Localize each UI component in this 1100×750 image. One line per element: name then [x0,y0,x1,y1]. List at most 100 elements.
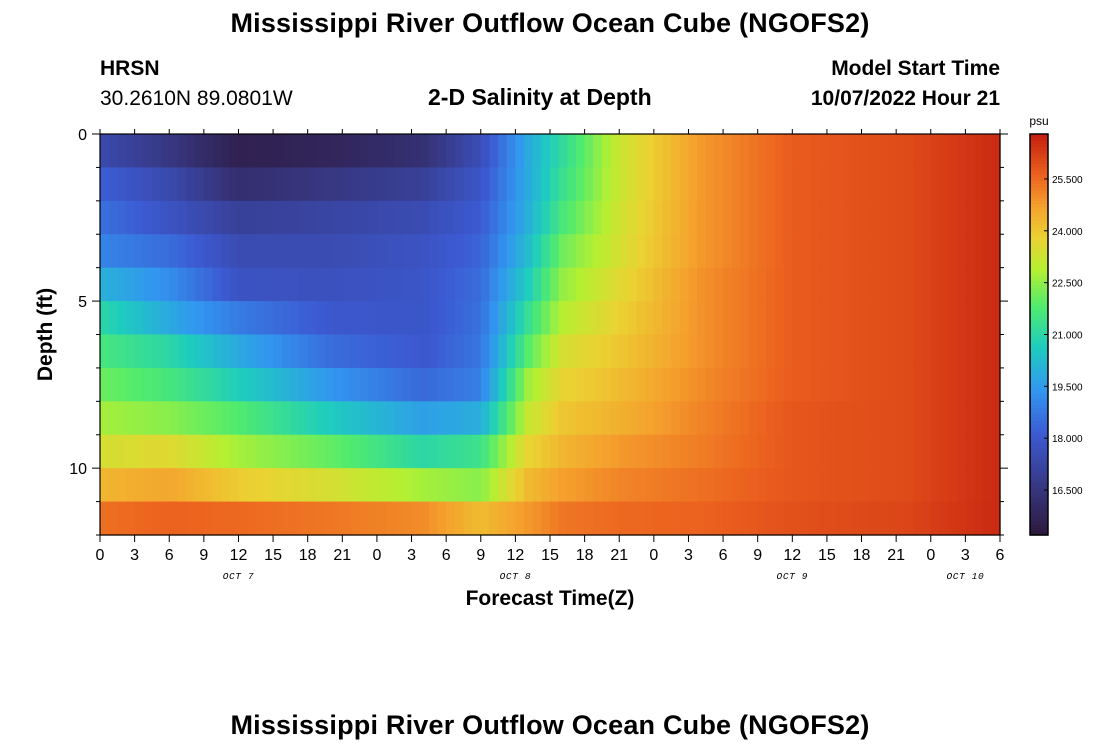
heatmap-cell [177,334,188,369]
heatmap-cell [844,468,854,503]
heatmap-cell [818,301,828,336]
heatmap-cell [472,267,482,302]
heatmap-cell [134,367,144,402]
heatmap-cell [896,468,906,503]
heatmap-cell [428,200,439,235]
heatmap-cell [524,367,534,402]
heatmap-cell [800,501,811,536]
heatmap-cell [472,501,482,536]
heatmap-cell [290,434,300,469]
heatmap-cell [134,200,144,235]
heatmap-cell [463,468,473,503]
colorbar-segment [1030,277,1048,282]
heatmap-cell [766,167,776,202]
heatmap-cell [930,468,941,503]
heatmap-cell [826,267,837,302]
heatmap-cell [991,367,1001,402]
heatmap-cell [463,200,473,235]
heatmap-cell [402,334,413,369]
heatmap-cell [826,334,837,369]
heatmap-cell [376,401,387,436]
heatmap-cell [307,267,317,302]
heatmap-cell [411,267,421,302]
colorbar-segment [1030,311,1048,316]
heatmap-cell [731,301,741,336]
heatmap-cell [402,468,413,503]
heatmap-cell [402,301,413,336]
heatmap-cell [402,501,413,536]
heatmap-cell [800,434,811,469]
heatmap-cell [852,234,863,269]
heatmap-cell [627,267,638,302]
heatmap-cell [186,167,196,202]
heatmap-cell [532,134,542,169]
heatmap-cell [316,134,326,169]
heatmap-cell [247,468,257,503]
x-tick-label: 15 [541,547,559,564]
heatmap-cell [498,200,508,235]
heatmap-cell [333,334,343,369]
heatmap-cell [454,501,465,536]
heatmap-cell [428,401,439,436]
heatmap-cell [974,234,984,269]
heatmap-cell [705,134,716,169]
colorbar-unit: psu [1029,114,1048,128]
heatmap-cell [255,267,266,302]
heatmap-cell [247,200,257,235]
heatmap-cell [887,334,897,369]
heatmap-cell [524,468,534,503]
heatmap-cell [671,367,681,402]
heatmap-cell [350,234,361,269]
heatmap-cell [956,301,966,336]
heatmap-cell [541,501,551,536]
heatmap-cell [368,367,378,402]
heatmap-cell [567,367,577,402]
heatmap-cell [826,401,837,436]
colorbar-segment [1030,271,1048,275]
heatmap-cell [844,267,854,302]
colorbar-segment [1030,531,1048,536]
colorbar-tick-label: 24.000 [1052,227,1083,238]
heatmap-cell [299,367,309,402]
heatmap-cell [333,200,343,235]
heatmap-cell [870,267,880,302]
heatmap-cell [221,167,231,202]
heatmap-cell [100,234,110,269]
heatmap-cell [662,134,672,169]
heatmap-cell [601,401,612,436]
heatmap-cell [307,334,317,369]
heatmap-cell [437,367,447,402]
heatmap-cell [844,301,854,336]
heatmap-cell [428,267,439,302]
heatmap-cell [887,167,897,202]
heatmap-cell [775,134,785,169]
heatmap-cell [645,167,655,202]
heatmap-cell [203,267,214,302]
heatmap-cell [359,367,369,402]
heatmap-cell [100,200,110,235]
heatmap-cell [584,134,594,169]
heatmap-cell [342,234,352,269]
colorbar-segment [1030,451,1048,456]
heatmap-cell [117,200,127,235]
colorbar-segment [1030,220,1048,225]
heatmap-cell [575,134,586,169]
heatmap-cell [775,401,785,436]
heatmap-cell [428,334,439,369]
heatmap-cell [428,301,439,336]
heatmap-cell [316,267,326,302]
heatmap-cell [489,200,499,235]
heatmap-cell [281,468,291,503]
heatmap-cell [177,434,188,469]
heatmap-cell [922,334,932,369]
heatmap-cell [913,468,923,503]
heatmap-cell [100,334,110,369]
heatmap-cell [844,334,854,369]
heatmap-cell [117,367,127,402]
colorbar-segment [1030,464,1048,469]
heatmap-cell [264,134,274,169]
heatmap-cell [679,234,690,269]
heatmap-cell [723,367,733,402]
heatmap-cell [151,367,162,402]
heatmap-cell [463,167,473,202]
